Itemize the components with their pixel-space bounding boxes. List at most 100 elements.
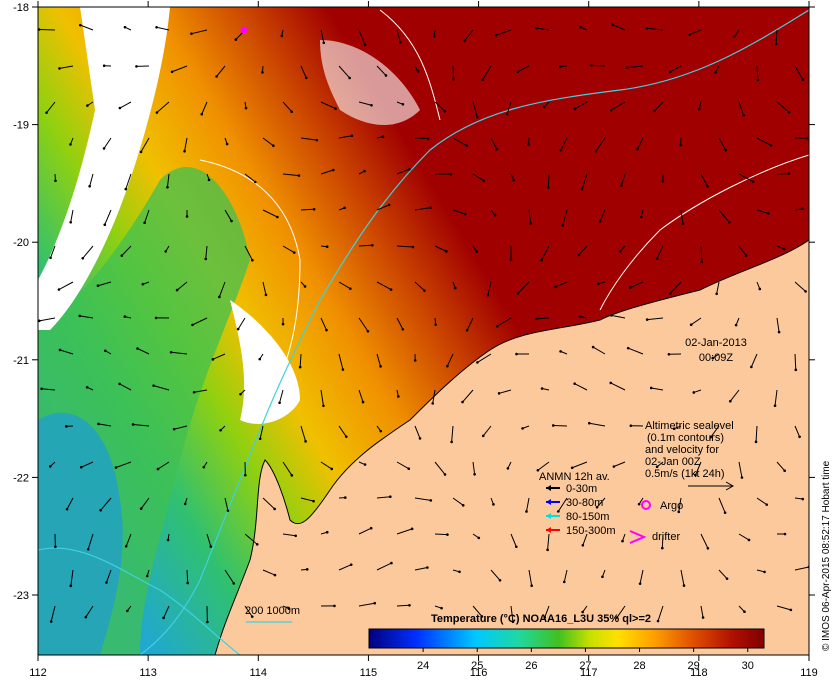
velocity-arrow xyxy=(282,101,293,113)
velocity-arrow-head xyxy=(103,223,107,227)
velocity-arrow xyxy=(562,209,568,226)
velocity-arrow-head xyxy=(620,184,623,187)
velocity-arrow-head xyxy=(506,467,510,470)
velocity-arrow-head xyxy=(744,254,748,257)
velocity-arrow xyxy=(338,353,344,370)
velocity-arrow-head xyxy=(219,428,222,432)
velocity-arrow-head xyxy=(118,106,122,110)
velocity-arrow-head xyxy=(389,288,393,291)
velocity-arrow-head xyxy=(473,472,476,476)
velocity-arrow-head xyxy=(410,527,414,531)
velocity-arrow-head xyxy=(688,33,692,36)
isobath-legend-label: 200 1000m xyxy=(245,605,300,617)
velocity-arrow xyxy=(46,101,56,113)
altimetry-note-line: (0.1m contours) xyxy=(647,432,724,444)
velocity-arrow-head xyxy=(578,315,582,318)
velocity-arrow-head xyxy=(486,293,490,297)
velocity-arrow xyxy=(487,281,492,296)
velocity-arrow-head xyxy=(369,526,373,530)
velocity-arrow xyxy=(482,65,492,80)
colorbar-tick-label: 26 xyxy=(525,660,537,672)
velocity-arrow-head xyxy=(49,256,52,260)
velocity-arrow xyxy=(58,281,74,290)
velocity-arrow-head xyxy=(724,148,728,152)
velocity-arrow xyxy=(592,346,606,355)
velocity-arrow xyxy=(794,281,806,292)
velocity-arrow-head xyxy=(626,346,630,350)
lon-tick-label: 113 xyxy=(139,667,157,679)
velocity-arrow-head xyxy=(370,243,374,247)
velocity-arrow-head xyxy=(81,256,85,260)
velocity-arrow xyxy=(452,137,468,147)
velocity-arrow xyxy=(738,101,745,116)
argo-float-marker xyxy=(240,26,248,34)
velocity-arrow xyxy=(376,353,382,367)
velocity-arrow-head xyxy=(588,421,591,425)
velocity-arrow-head xyxy=(515,352,518,356)
velocity-arrow-head xyxy=(312,499,315,503)
velocity-arrow-head xyxy=(218,295,221,299)
velocity-arrow-head xyxy=(476,116,479,119)
velocity-arrow xyxy=(100,497,112,511)
velocity-arrow xyxy=(794,497,803,500)
velocity-arrow xyxy=(553,424,568,427)
velocity-arrow-head xyxy=(714,70,717,74)
velocity-arrow-head xyxy=(49,620,53,623)
velocity-arrow xyxy=(776,605,791,611)
velocity-arrow xyxy=(536,27,550,31)
lat-tick-label: -19 xyxy=(13,120,29,132)
longitude-axis: 112 113 114 115 116 117 118 119 xyxy=(29,1,818,679)
velocity-arrow xyxy=(137,348,150,355)
velocity-arrow-head xyxy=(431,402,434,405)
velocity-arrow-head xyxy=(681,222,685,226)
velocity-arrow xyxy=(472,173,484,182)
velocity-arrow-head xyxy=(559,65,562,68)
velocity-arrow-head xyxy=(105,581,108,584)
velocity-arrow xyxy=(224,209,232,222)
velocity-arrow-head xyxy=(135,65,138,68)
velocity-arrow-head xyxy=(234,38,238,41)
velocity-arrow xyxy=(690,317,702,326)
velocity-arrow-head xyxy=(709,435,712,439)
velocity-arrow-head xyxy=(621,539,624,543)
velocity-arrow xyxy=(669,281,682,294)
isobath-legend: 200 1000m xyxy=(245,605,300,623)
argo-legend-label: Argo xyxy=(660,500,683,512)
velocity-arrow xyxy=(205,245,208,259)
velocity-arrow xyxy=(647,27,664,31)
velocity-arrow-head xyxy=(740,476,744,479)
velocity-arrow xyxy=(105,569,112,583)
velocity-arrow-head xyxy=(492,503,495,506)
velocity-arrow xyxy=(358,244,373,247)
velocity-arrow-head xyxy=(407,467,411,471)
velocity-arrow xyxy=(191,29,208,35)
velocity-arrow xyxy=(599,209,606,222)
velocity-arrow xyxy=(462,389,474,403)
velocity-arrow-head xyxy=(278,401,281,405)
velocity-arrow xyxy=(338,425,347,437)
velocity-arrow-head xyxy=(446,364,449,368)
velocity-arrow-head xyxy=(625,66,629,69)
velocity-arrow xyxy=(119,383,132,391)
velocity-arrow xyxy=(320,101,336,110)
velocity-arrow xyxy=(718,569,728,580)
velocity-arrow-head xyxy=(200,112,204,116)
velocity-arrow xyxy=(237,317,246,330)
velocity-arrow-head xyxy=(273,507,276,511)
velocity-arrow xyxy=(279,389,284,403)
velocity-arrow xyxy=(166,173,170,188)
velocity-arrow-head xyxy=(232,582,236,585)
velocity-arrow xyxy=(528,569,533,586)
velocity-arrow xyxy=(700,533,709,549)
velocity-arrow xyxy=(451,425,454,442)
velocity-arrow xyxy=(97,281,112,287)
velocity-arrow-head xyxy=(461,504,465,507)
velocity-arrow-head xyxy=(682,584,686,587)
altimetry-note-line: 0.5m/s (1kt 24h) xyxy=(645,468,724,480)
velocity-arrow xyxy=(738,173,754,183)
velocity-arrow-head xyxy=(661,179,665,183)
velocity-arrow-head xyxy=(458,570,461,574)
velocity-arrow-head xyxy=(69,584,73,588)
velocity-arrow-head xyxy=(65,425,68,428)
